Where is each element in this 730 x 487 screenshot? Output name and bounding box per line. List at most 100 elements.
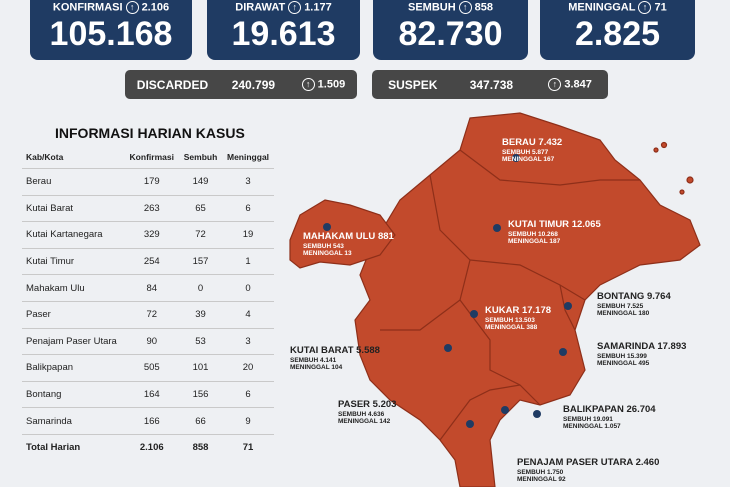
region-dot (323, 223, 331, 231)
table-row: Kutai Barat 263 65 6 (22, 195, 274, 223)
table-cell: Paser (22, 301, 125, 329)
table-cell: 0 (178, 274, 223, 302)
header-cell: Sembuh (178, 146, 223, 169)
table-cell: 53 (178, 328, 223, 356)
stat-total: 2.825 (574, 15, 661, 53)
table-cell: 0 (222, 274, 274, 302)
stat-box: MENINGGAL ↑ 71 2.825 (540, 0, 695, 60)
stat-label: DIRAWAT (235, 1, 286, 14)
stat-box: KONFIRMASI ↑ 2.106 105.168 (30, 0, 192, 60)
table-cell: 20 (222, 354, 274, 382)
region-label: BERAU 7.432 SEMBUH 5.877 MENINGGAL 167 (502, 137, 563, 164)
table-cell: 858 (192, 442, 209, 454)
region-total: 2.460 (635, 457, 660, 468)
table-row: Kutai Timur 254 157 1 (22, 248, 274, 276)
stat-change: 1.177 (304, 1, 332, 14)
region-dot (470, 310, 478, 318)
secondary-total: 347.738 (469, 77, 514, 92)
table-cell: 4 (222, 301, 274, 329)
stat-total: 105.168 (49, 15, 173, 53)
table-cell: 156 (178, 381, 223, 409)
region-dot (466, 420, 474, 428)
table-cell: 263 (124, 195, 179, 223)
region-sembuh: SEMBUH 10.268 (508, 230, 558, 238)
table-cell: 19 (222, 221, 274, 249)
region-name: PENAJAM PASER UTARA (517, 457, 633, 468)
region-name: KUKAR (485, 305, 520, 316)
region-name: KUTAI BARAT (290, 345, 354, 356)
region-meninggal: MENINGGAL 167 (502, 156, 555, 164)
table-cell: 505 (124, 354, 179, 382)
region-total: 5.588 (356, 345, 380, 356)
secondary-label: DISCARDED (136, 77, 209, 92)
secondary-box: DISCARDED 240.799 ↑ 1.509 (125, 70, 357, 99)
region-sembuh: SEMBUH 4.141 (290, 356, 337, 364)
table-cell: Mahakam Ulu (22, 274, 125, 302)
region-meninggal: MENINGGAL 187 (508, 238, 561, 246)
region-sembuh: SEMBUH 19.091 (563, 415, 613, 423)
table-row: Balikpapan 505 101 20 (22, 354, 274, 382)
table-cell: 149 (178, 168, 223, 196)
region-total: 12.065 (571, 219, 601, 230)
region-sembuh: SEMBUH 4.636 (338, 410, 385, 418)
region-total: 5.203 (372, 399, 397, 410)
region-meninggal: MENINGGAL 388 (485, 324, 538, 332)
table-row: Mahakam Ulu 84 0 0 (22, 274, 274, 302)
stat-box: DIRAWAT ↑ 1.177 19.613 (207, 0, 360, 60)
table-cell: Kutai Timur (22, 248, 125, 276)
region-meninggal: MENINGGAL 142 (338, 418, 391, 426)
region-name: BERAU (502, 137, 536, 148)
table-cell: 72 (178, 221, 223, 249)
region-title: KUTAI TIMUR 12.065 (508, 219, 601, 231)
table-cell: 6 (222, 381, 274, 409)
stat-change: 2.106 (141, 1, 170, 14)
table-row: Paser 72 39 4 (22, 301, 274, 329)
region-title: MAHAKAM ULU 881 (303, 231, 394, 243)
region-title: BERAU 7.432 (502, 137, 563, 149)
table: Kab/Kota Konfirmasi Sembuh Meninggal Berau 17… (22, 146, 274, 461)
table-cell: Samarinda (22, 407, 125, 435)
header-cell: Konfirmasi (124, 146, 179, 169)
table-cell: 157 (178, 248, 223, 276)
region-total: 17.178 (521, 305, 552, 316)
table-row: Berau 179 149 3 (22, 168, 274, 196)
region-dot (512, 154, 520, 162)
region-name: PASER (338, 399, 371, 410)
secondary-box: SUSPEK 347.738 ↑ 3.847 (372, 70, 608, 99)
table-cell: 329 (124, 221, 179, 249)
table-cell: Berau (22, 168, 125, 196)
table-cell: Total Harian (26, 442, 81, 454)
region-title: PASER 5.203 (338, 399, 397, 411)
table-cell: 6 (222, 195, 274, 223)
region-sembuh: SEMBUH 543 (303, 242, 344, 250)
region-meninggal: MENINGGAL 180 (597, 310, 650, 318)
region-total: 881 (377, 231, 394, 242)
secondary-change: 3.847 (564, 78, 592, 91)
region-name: KUTAI TIMUR (508, 219, 570, 230)
region-label: MAHAKAM ULU 881 SEMBUH 543 MENINGGAL 13 (303, 231, 394, 258)
stat-label: KONFIRMASI (52, 1, 123, 14)
table-cell: Balikpapan (22, 354, 125, 382)
table-cell: 71 (242, 442, 254, 454)
region-title: KUTAI BARAT 5.588 (290, 345, 380, 357)
table-cell: 3 (222, 328, 274, 356)
region-dot (501, 406, 509, 414)
region-sembuh: SEMBUH 5.877 (502, 148, 549, 156)
region-label: BALIKPAPAN 26.704 SEMBUH 19.091 MENINGGAL … (563, 404, 656, 431)
table-cell: 166 (124, 407, 179, 435)
secondary-change: 1.509 (317, 78, 346, 91)
table-cell: 101 (178, 354, 223, 382)
region-dot (444, 344, 452, 352)
stat-box: SEMBUH ↑ 858 82.730 (373, 0, 528, 60)
region-dot (533, 410, 541, 418)
table-cell: 2.106 (139, 442, 164, 454)
region-total: 26.704 (626, 404, 656, 415)
region-label: KUTAI TIMUR 12.065 SEMBUH 10.268 MENINGGAL… (508, 219, 601, 246)
table-cell: 90 (124, 328, 179, 356)
stat-total: 19.613 (231, 15, 336, 53)
table-row: Bontang 164 156 6 (22, 381, 274, 409)
region-total: 7.432 (538, 137, 563, 148)
table-header: Kab/Kota Konfirmasi Sembuh Meninggal (22, 146, 274, 169)
table-row: Penajam Paser Utara 90 53 3 (22, 328, 274, 356)
